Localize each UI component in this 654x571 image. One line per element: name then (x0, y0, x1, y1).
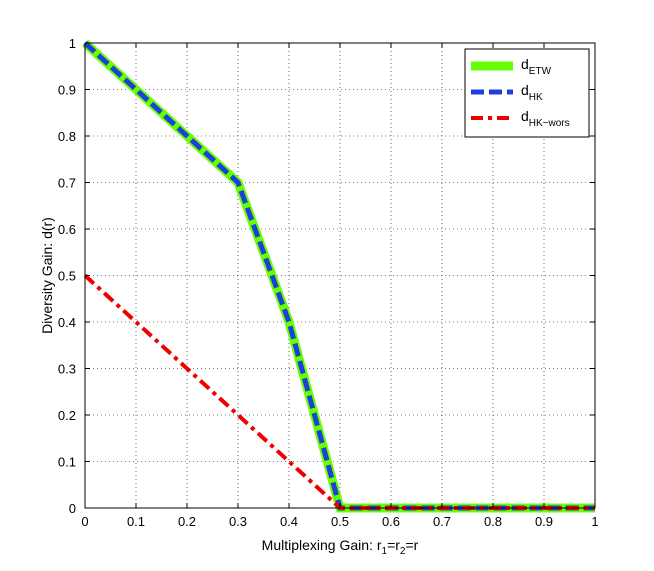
x-tick-label: 0.7 (433, 514, 451, 529)
x-axis-label: Multiplexing Gain: r1=r2=r (262, 537, 419, 557)
x-tick-label: 0.8 (484, 514, 502, 529)
y-tick-label: 0.4 (58, 315, 76, 330)
y-tick-label: 1 (69, 36, 76, 51)
x-tick-label: 1 (591, 514, 598, 529)
y-tick-label: 0.7 (58, 176, 76, 191)
y-tick-label: 0.9 (58, 83, 76, 98)
legend: dETW dHK dHK−wors (464, 48, 590, 138)
y-axis-label: Diversity Gain: d(r) (39, 217, 55, 334)
legend-entry: dETW (521, 56, 552, 77)
axis-ticks (84, 42, 596, 509)
y-tick-label: 0.5 (58, 269, 76, 284)
x-tick-label: 0.1 (127, 514, 145, 529)
y-tick-label: 0.8 (58, 129, 76, 144)
x-tick-labels: 0 0.1 0.2 0.3 0.4 0.5 0.6 0.7 0.8 0.9 1 (81, 514, 598, 529)
legend-entry: dHK−wors (521, 108, 570, 129)
x-tick-label: 0.4 (280, 514, 298, 529)
y-tick-label: 0.1 (58, 455, 76, 470)
x-tick-label: 0.3 (229, 514, 247, 529)
y-tick-label: 0.6 (58, 222, 76, 237)
legend-entry: dHK (521, 82, 543, 103)
x-tick-label: 0 (81, 514, 88, 529)
x-tick-label: 0.6 (382, 514, 400, 529)
y-tick-label: 0.3 (58, 362, 76, 377)
y-tick-label: 0.2 (58, 408, 76, 423)
x-tick-label: 0.2 (178, 514, 196, 529)
y-tick-labels: 0 0.1 0.2 0.3 0.4 0.5 0.6 0.7 0.8 0.9 1 (58, 36, 76, 516)
x-tick-label: 0.5 (331, 514, 349, 529)
y-tick-label: 0 (69, 501, 76, 516)
x-tick-label: 0.9 (535, 514, 553, 529)
